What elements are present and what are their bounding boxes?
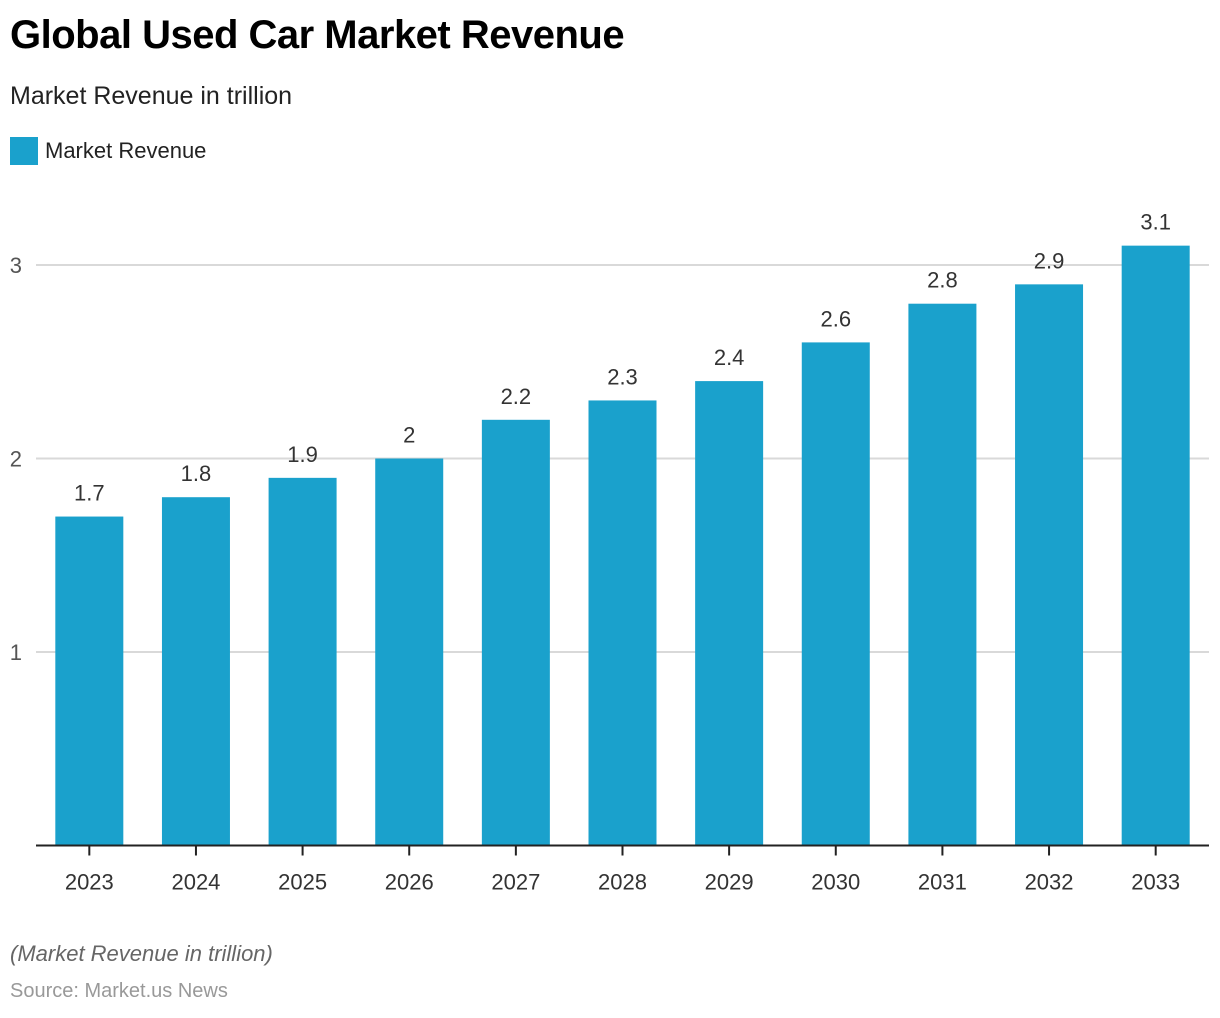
source-credit: Source: Market.us News xyxy=(10,980,228,1002)
x-tick-label: 2031 xyxy=(918,870,967,895)
bar xyxy=(1121,245,1190,846)
x-tick-label: 2033 xyxy=(1131,870,1180,895)
chart-subtitle: Market Revenue in trillion xyxy=(10,82,293,110)
bar xyxy=(908,303,977,846)
x-tick-label: 2030 xyxy=(811,870,860,895)
bar xyxy=(375,458,444,846)
data-label: 2.9 xyxy=(1034,248,1065,273)
bar xyxy=(268,477,337,846)
data-label: 2.2 xyxy=(501,384,532,409)
data-label: 2.4 xyxy=(714,345,745,370)
x-tick-label: 2032 xyxy=(1025,870,1074,895)
y-tick-label: 2 xyxy=(10,447,22,472)
x-tick-label: 2024 xyxy=(171,870,220,895)
data-label: 2.6 xyxy=(820,306,851,331)
legend: Market Revenue xyxy=(10,137,206,165)
data-label: 1.7 xyxy=(74,481,105,506)
data-label: 3.1 xyxy=(1140,210,1171,235)
bar xyxy=(161,497,230,846)
x-tick-label: 2029 xyxy=(705,870,754,895)
data-label: 1.8 xyxy=(181,461,212,486)
bar xyxy=(481,419,550,846)
data-label: 2 xyxy=(403,423,415,448)
bar xyxy=(1015,284,1084,846)
bar xyxy=(695,381,764,846)
y-tick-label: 1 xyxy=(10,640,22,665)
data-label: 1.9 xyxy=(287,442,318,467)
x-tick-label: 2025 xyxy=(278,870,327,895)
footnote: (Market Revenue in trillion) xyxy=(10,941,273,966)
x-tick-label: 2027 xyxy=(491,870,540,895)
x-tick-label: 2026 xyxy=(385,870,434,895)
bar xyxy=(801,342,870,846)
bar xyxy=(588,400,657,846)
x-tick-label: 2023 xyxy=(65,870,114,895)
x-tick-label: 2028 xyxy=(598,870,647,895)
legend-label: Market Revenue xyxy=(45,138,207,163)
data-label: 2.3 xyxy=(607,364,638,389)
data-label: 2.8 xyxy=(927,268,958,293)
chart-title: Global Used Car Market Revenue xyxy=(10,13,625,57)
bar xyxy=(55,516,124,846)
y-tick-label: 3 xyxy=(10,253,22,278)
legend-swatch xyxy=(10,137,38,165)
